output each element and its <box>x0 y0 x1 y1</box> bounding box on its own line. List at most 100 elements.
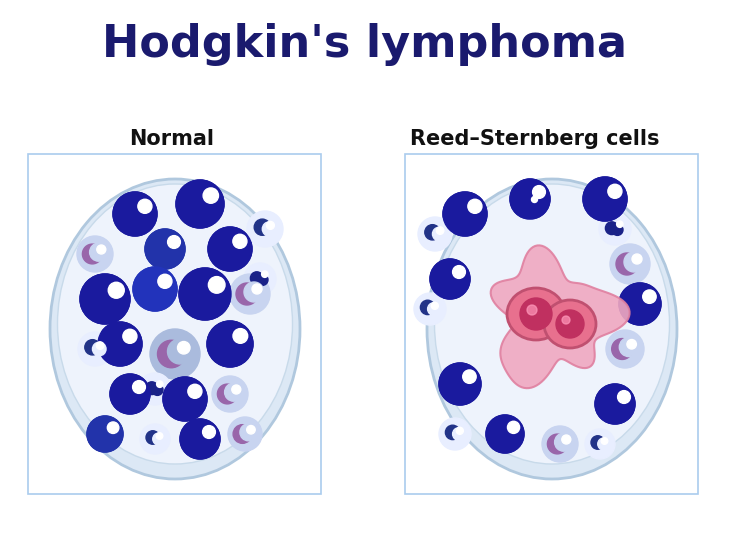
Circle shape <box>515 189 545 219</box>
Circle shape <box>96 342 104 349</box>
Circle shape <box>612 394 628 409</box>
Circle shape <box>531 197 537 202</box>
Circle shape <box>445 425 460 439</box>
Circle shape <box>233 328 247 343</box>
Circle shape <box>602 438 608 444</box>
Circle shape <box>163 377 207 421</box>
Circle shape <box>227 237 244 254</box>
Circle shape <box>140 424 170 454</box>
FancyBboxPatch shape <box>405 154 698 494</box>
Circle shape <box>101 286 120 305</box>
Circle shape <box>527 305 537 315</box>
Circle shape <box>108 282 124 299</box>
Circle shape <box>453 265 466 278</box>
Circle shape <box>110 374 150 414</box>
Circle shape <box>77 236 113 272</box>
Circle shape <box>602 187 619 204</box>
Circle shape <box>90 243 107 261</box>
Circle shape <box>197 428 212 444</box>
Circle shape <box>612 339 633 359</box>
Circle shape <box>252 284 262 294</box>
Circle shape <box>414 293 446 325</box>
Circle shape <box>218 384 237 404</box>
Circle shape <box>619 337 638 357</box>
Ellipse shape <box>50 179 300 479</box>
Circle shape <box>139 373 171 405</box>
Circle shape <box>247 426 255 434</box>
Circle shape <box>510 179 550 219</box>
Circle shape <box>527 189 542 203</box>
Circle shape <box>180 419 220 459</box>
Circle shape <box>85 340 100 355</box>
Circle shape <box>486 415 524 453</box>
Circle shape <box>203 426 215 438</box>
Circle shape <box>632 254 642 264</box>
Circle shape <box>437 227 444 234</box>
Circle shape <box>254 219 270 235</box>
Circle shape <box>145 229 185 269</box>
Circle shape <box>637 293 653 309</box>
Circle shape <box>113 192 157 236</box>
Circle shape <box>197 191 215 209</box>
Circle shape <box>510 179 550 219</box>
Circle shape <box>158 340 185 368</box>
Circle shape <box>430 259 470 299</box>
Circle shape <box>228 417 262 451</box>
Circle shape <box>595 384 635 424</box>
Circle shape <box>208 227 252 271</box>
Circle shape <box>156 433 163 439</box>
Circle shape <box>261 271 268 277</box>
Circle shape <box>145 229 185 269</box>
Circle shape <box>432 227 446 241</box>
Circle shape <box>87 416 123 452</box>
Circle shape <box>236 283 258 305</box>
Circle shape <box>182 387 199 404</box>
Circle shape <box>128 383 142 398</box>
Circle shape <box>439 363 481 405</box>
Circle shape <box>225 383 242 401</box>
Circle shape <box>244 263 276 295</box>
Circle shape <box>443 192 487 236</box>
Circle shape <box>453 428 466 441</box>
Circle shape <box>232 385 241 394</box>
Circle shape <box>110 374 150 414</box>
Circle shape <box>617 221 623 227</box>
Circle shape <box>98 322 142 366</box>
Circle shape <box>201 280 221 300</box>
Circle shape <box>80 274 130 324</box>
Circle shape <box>598 438 610 450</box>
Circle shape <box>420 300 435 315</box>
Circle shape <box>163 377 207 421</box>
Circle shape <box>247 211 283 247</box>
Circle shape <box>456 427 464 434</box>
FancyBboxPatch shape <box>28 154 321 494</box>
Circle shape <box>556 310 584 338</box>
Circle shape <box>180 419 220 459</box>
Text: Normal: Normal <box>129 129 215 149</box>
Circle shape <box>150 329 200 379</box>
Circle shape <box>82 244 102 264</box>
Circle shape <box>533 186 545 199</box>
Circle shape <box>418 217 452 251</box>
Circle shape <box>80 274 130 324</box>
Ellipse shape <box>507 288 565 340</box>
Ellipse shape <box>434 184 669 464</box>
Circle shape <box>240 424 257 441</box>
Circle shape <box>618 390 631 403</box>
Circle shape <box>462 202 479 219</box>
Circle shape <box>162 238 177 254</box>
Circle shape <box>542 426 578 462</box>
Circle shape <box>606 330 644 368</box>
PathPatch shape <box>491 246 629 388</box>
Circle shape <box>203 188 218 203</box>
Circle shape <box>208 227 252 271</box>
Circle shape <box>619 283 661 325</box>
Circle shape <box>177 342 190 354</box>
Text: Reed–Sternberg cells: Reed–Sternberg cells <box>410 129 660 149</box>
Circle shape <box>591 436 604 449</box>
Circle shape <box>207 321 253 367</box>
Text: Hodgkin's lymphoma: Hodgkin's lymphoma <box>102 22 628 66</box>
Circle shape <box>113 192 157 236</box>
Circle shape <box>158 274 172 288</box>
Circle shape <box>208 277 225 293</box>
